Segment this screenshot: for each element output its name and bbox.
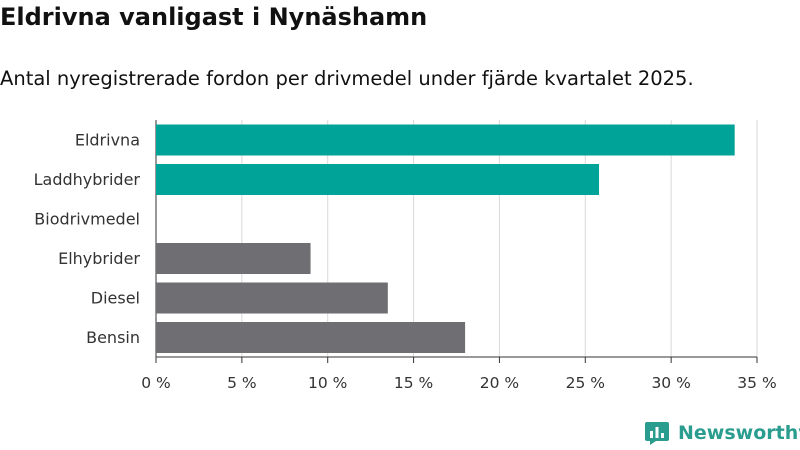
bar — [156, 124, 735, 156]
x-tick-label: 15 % — [394, 374, 433, 392]
category-label: Laddhybrider — [34, 170, 141, 189]
category-label: Elhybrider — [58, 249, 140, 268]
newsworthy-logo-icon — [645, 422, 669, 445]
brand-logo: Newsworthy — [644, 420, 800, 446]
x-tick-label: 5 % — [227, 374, 257, 392]
x-tick-label: 10 % — [308, 374, 347, 392]
x-tick-label: 20 % — [480, 374, 519, 392]
x-tick-label: 30 % — [651, 374, 690, 392]
x-tick-label: 25 % — [566, 374, 605, 392]
bar — [156, 322, 466, 353]
category-label: Diesel — [91, 289, 140, 308]
chart-title: Eldrivna vanligast i Nynäshamn — [0, 3, 428, 31]
bar-layer — [156, 124, 735, 353]
category-label: Biodrivmedel — [34, 210, 140, 229]
grid-layer — [155, 120, 758, 363]
bar — [156, 282, 388, 314]
bar — [156, 164, 600, 195]
x-tick-label: 0 % — [141, 374, 171, 392]
bar — [156, 243, 311, 274]
category-label: Bensin — [86, 328, 140, 347]
category-label: Eldrivna — [75, 131, 140, 150]
x-tick-label: 35 % — [737, 374, 776, 392]
brand-name: Newsworthy — [678, 422, 800, 444]
chart-subtitle: Antal nyregistrerade fordon per drivmede… — [0, 67, 694, 90]
label-layer: 0 % 5 % 10 % 15 % 20 % 25 % 30 % 35 % Eldrivna La… — [34, 131, 777, 393]
